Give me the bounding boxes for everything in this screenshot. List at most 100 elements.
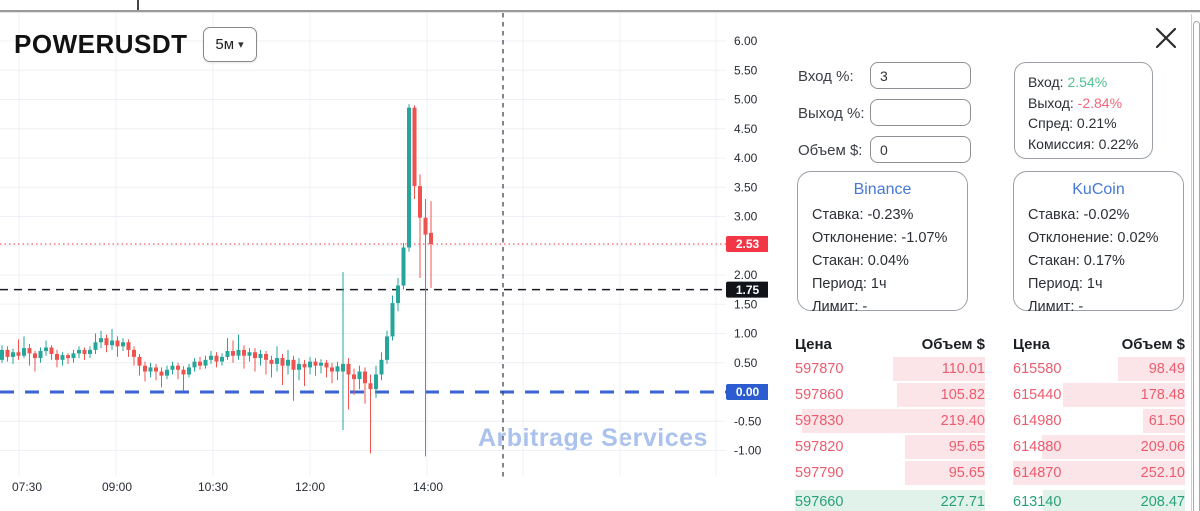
summary-line: Комиссия: 0.22%: [1028, 135, 1139, 152]
summary-value: 0.22%: [1098, 135, 1139, 152]
orderbook-row[interactable]: 614870 252.10: [1013, 460, 1185, 486]
depth-bar: [905, 461, 985, 485]
orderbook-header: Цена Объем $: [1013, 332, 1185, 356]
orderbook-row[interactable]: 597870 110.01: [795, 356, 985, 382]
svg-text:2.53: 2.53: [736, 237, 760, 251]
svg-text:4.00: 4.00: [734, 151, 758, 165]
orderbook-price: 597860: [795, 387, 844, 403]
timeframe-value: 5м: [215, 36, 235, 53]
orderbook-price: 597870: [795, 361, 844, 377]
svg-text:6.00: 6.00: [734, 34, 758, 48]
summary-value: -2.84%: [1077, 94, 1123, 111]
summary-line: Выход: -2.84%: [1028, 94, 1123, 111]
svg-text:4.50: 4.50: [734, 122, 758, 136]
entry-percent-input[interactable]: [870, 62, 971, 89]
orderbook-volume: 209.06: [1140, 439, 1185, 455]
svg-text:12:00: 12:00: [295, 480, 325, 494]
orderbook-price: 597660: [795, 494, 844, 510]
svg-text:0.00: 0.00: [736, 385, 760, 399]
price-column-header: Цена: [1013, 335, 1050, 353]
orderbook-volume: 227.71: [940, 494, 985, 510]
chart-header: POWERUSDT 5м ▾: [14, 27, 257, 62]
orderbook-price: 613140: [1013, 494, 1062, 510]
scrollbar-thumb[interactable]: [1193, 21, 1200, 511]
exchange-stat-line: Отклонение: -1.07%: [812, 230, 948, 246]
exchange-stat-line: Отклонение: 0.02%: [1028, 230, 1159, 246]
svg-text:1.75: 1.75: [736, 283, 760, 297]
svg-text:09:00: 09:00: [102, 480, 132, 494]
orderbook-volume: 110.01: [941, 361, 985, 377]
depth-bar: [1117, 357, 1185, 381]
orderbook-row[interactable]: 615440 178.48: [1013, 382, 1185, 408]
orderbook-row[interactable]: 613140 208.47: [1013, 489, 1185, 511]
entry-percent-label: Вход %:: [798, 68, 854, 85]
orderbook-volume: 98.49: [1148, 361, 1185, 377]
price-column-header: Цена: [795, 335, 832, 353]
exchange-stat-line: Стакан: 0.04%: [812, 253, 909, 269]
volume-column-header: Объем $: [1121, 335, 1185, 353]
svg-text:2.00: 2.00: [734, 268, 758, 282]
orderbook-price: 615440: [1013, 387, 1062, 403]
summary-value: 2.54%: [1067, 74, 1108, 90]
close-button[interactable]: [1152, 24, 1180, 52]
exchange-stat-line: Ставка: -0.23%: [812, 207, 914, 223]
volume-usd-input[interactable]: [870, 136, 971, 163]
depth-bar: [893, 357, 985, 381]
orderbook-price: 614870: [1013, 465, 1062, 481]
svg-text:0.50: 0.50: [734, 356, 758, 370]
binance-title: Binance: [853, 181, 912, 198]
orderbook-volume: 95.65: [948, 465, 985, 481]
timeframe-dropdown[interactable]: 5м ▾: [202, 27, 257, 62]
svg-text:5.50: 5.50: [734, 63, 758, 77]
orderbook-header: Цена Объем $: [795, 332, 985, 356]
exit-percent-label: Выход %:: [798, 105, 865, 122]
depth-bar: [1042, 435, 1185, 459]
orderbook-volume: 95.65: [948, 439, 985, 455]
svg-text:5.00: 5.00: [734, 93, 758, 107]
orderbook-price: 614980: [1013, 413, 1062, 429]
orderbook-price: 597820: [795, 439, 844, 455]
exit-percent-input[interactable]: [870, 99, 971, 126]
exchange-stat-line: Период: 1ч: [812, 276, 887, 292]
scrollbar[interactable]: [1191, 14, 1200, 511]
svg-text:14:00: 14:00: [413, 480, 443, 494]
svg-text:10:30: 10:30: [198, 480, 228, 494]
watermark: Arbitrage Services: [478, 424, 708, 452]
exchange-stat-line: Ставка: -0.02%: [1028, 207, 1130, 223]
orderbook-row[interactable]: 614880 209.06: [1013, 434, 1185, 460]
orderbook-volume: 252.10: [1140, 465, 1185, 481]
depth-bar: [795, 490, 985, 511]
svg-text:3.00: 3.00: [734, 210, 758, 224]
depth-bar: [905, 435, 985, 459]
orderbook-row[interactable]: 615580 98.49: [1013, 356, 1185, 382]
kucoin-title: KuCoin: [1072, 181, 1125, 198]
volume-column-header: Объем $: [921, 335, 985, 353]
depth-bar: [1013, 461, 1185, 485]
orderbook-row[interactable]: 597790 95.65: [795, 460, 985, 486]
orderbook-price: 615580: [1013, 361, 1062, 377]
orderbook-volume: 219.40: [940, 413, 985, 429]
summary-line: Вход: 2.54%: [1028, 74, 1108, 90]
svg-text:1.00: 1.00: [734, 327, 758, 341]
svg-text:-0.50: -0.50: [734, 414, 762, 428]
orderbook-volume: 178.48: [1140, 387, 1185, 403]
orderbook-row[interactable]: 597860 105.82: [795, 382, 985, 408]
orderbook-row[interactable]: 614980 61.50: [1013, 408, 1185, 434]
symbol-title: POWERUSDT: [14, 29, 188, 59]
volume-usd-label: Объем $:: [798, 142, 863, 159]
depth-bar: [801, 409, 985, 433]
svg-text:3.50: 3.50: [734, 180, 758, 194]
exchange-stat-line: Период: 1ч: [1028, 276, 1103, 292]
depth-bar: [896, 383, 985, 407]
binance-info-box: Binance Ставка: -0.23% Отклонение: -1.07%…: [797, 171, 968, 315]
orderbook-row[interactable]: 597830 219.40: [795, 408, 985, 434]
orderbook-row[interactable]: 597820 95.65: [795, 434, 985, 460]
orderbook-row[interactable]: 597660 227.71: [795, 489, 985, 511]
orderbook-price: 614880: [1013, 439, 1062, 455]
summary-value: 0.21%: [1076, 115, 1117, 131]
price-chart[interactable]: 6.00 5.50 5.00 4.50 4.00 3.50 3.00 2.00 1.50 1.00…: [0, 0, 768, 511]
depth-bar: [1143, 409, 1185, 433]
orderbook-volume: 61.50: [1148, 413, 1185, 429]
exchange-stat-line: Лимит: -: [812, 299, 868, 315]
